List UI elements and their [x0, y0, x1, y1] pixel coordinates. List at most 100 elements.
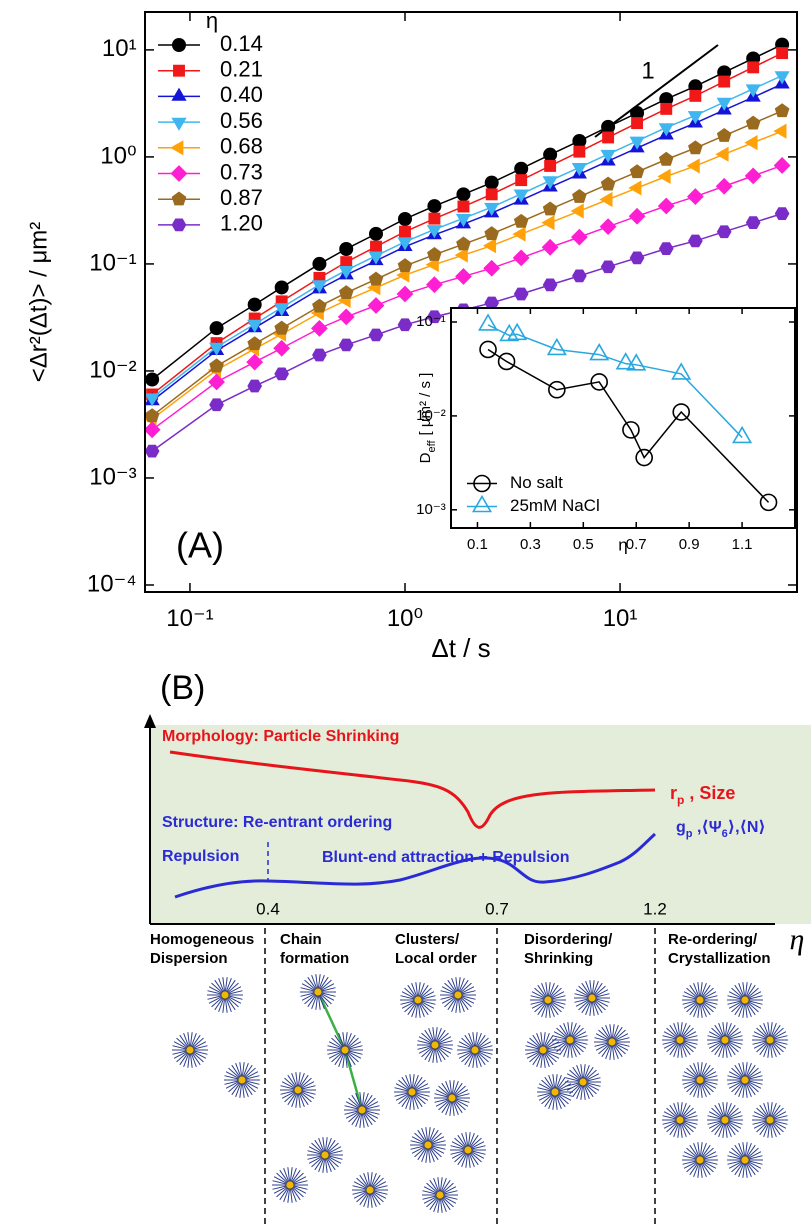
particle-arm — [459, 979, 469, 992]
particle-arm — [287, 1074, 297, 1087]
particle-arm — [537, 1087, 552, 1092]
particle-arm — [176, 1037, 188, 1048]
particle-core — [543, 995, 553, 1005]
particle-arm — [728, 1151, 742, 1159]
particle-arm — [683, 1035, 698, 1040]
particle-arm — [714, 1043, 724, 1056]
x-tick-label: 0.9 — [679, 536, 700, 553]
particle-arm — [697, 1003, 701, 1018]
particle-arm — [693, 982, 700, 997]
label-part: D — [417, 452, 434, 463]
particle-arm — [548, 1003, 555, 1018]
particle-arm — [747, 1002, 759, 1013]
particle-arm — [239, 1062, 243, 1077]
marker — [635, 448, 653, 467]
particle-arm — [530, 995, 545, 1000]
particle-arm — [549, 1003, 559, 1016]
marker — [774, 207, 790, 221]
particle-core — [357, 1105, 367, 1115]
particle-arm — [585, 1084, 597, 1095]
particle-core — [740, 1155, 750, 1165]
particle-arm — [681, 1104, 691, 1117]
particle-arm — [431, 1140, 446, 1145]
particle-arm — [458, 1051, 472, 1059]
particle-arm — [677, 1102, 681, 1117]
particle-arm — [773, 1111, 787, 1119]
particle-arm — [325, 1137, 332, 1152]
particle-arm — [311, 995, 318, 1010]
particle-arm — [703, 1071, 717, 1079]
particle-arm — [545, 1003, 549, 1018]
particle-arm — [451, 1151, 465, 1159]
marker — [686, 158, 700, 174]
particle-arm — [458, 977, 465, 992]
legend-label: 0.73 — [220, 159, 263, 184]
particle-arm — [211, 982, 223, 993]
particle-arm — [553, 1041, 567, 1049]
particle-arm — [689, 1144, 699, 1157]
particle-arm — [345, 1111, 359, 1119]
particle-arm — [414, 1147, 426, 1158]
particle-arm — [756, 1107, 768, 1118]
particle-arm — [327, 1142, 339, 1153]
particle-core — [740, 1075, 750, 1085]
particle-core — [565, 1035, 575, 1045]
marker — [370, 240, 382, 253]
x-tick-label: 10⁰ — [387, 605, 423, 632]
marker — [209, 342, 225, 356]
particle-arm — [772, 1027, 784, 1038]
particle-arm — [581, 982, 591, 995]
particle-arm — [228, 995, 243, 1000]
particle-arm — [190, 1053, 197, 1068]
particle-arm — [546, 1051, 560, 1059]
particle-arm — [541, 1094, 553, 1105]
particle-arm — [727, 1107, 739, 1118]
marker — [171, 117, 187, 131]
eta-tick: 0.4 — [256, 899, 280, 918]
marker — [339, 241, 354, 256]
particle-arm — [594, 1037, 609, 1042]
particle-arm — [746, 1003, 756, 1016]
particle-arm — [753, 1111, 767, 1119]
particle — [327, 1032, 363, 1068]
marker — [143, 421, 161, 439]
marker — [601, 119, 616, 134]
particle-arm — [427, 1127, 431, 1142]
particle — [537, 1074, 573, 1110]
label-part: ⟩,⟨N⟩ — [728, 819, 766, 836]
particle-arm — [189, 1053, 193, 1068]
marker — [340, 256, 353, 269]
particle-arm — [747, 1067, 759, 1078]
particle-arm — [662, 1115, 677, 1120]
particle-arm — [525, 1045, 540, 1050]
particle-arm — [449, 1101, 453, 1116]
particle-arm — [191, 1053, 201, 1066]
particle-arm — [301, 1085, 316, 1090]
particle-arm — [287, 1093, 297, 1106]
particle-arm — [365, 1101, 379, 1109]
particle-core — [293, 1085, 303, 1095]
particle-arm — [321, 987, 336, 992]
marker — [337, 308, 355, 326]
particle-core — [435, 1190, 445, 1200]
particle-arm — [556, 1076, 566, 1089]
particle-arm — [314, 1139, 324, 1152]
particle-arm — [581, 1001, 591, 1014]
eta-tick: 1.2 — [643, 899, 667, 918]
particle-arm — [412, 1074, 419, 1089]
particle-arm — [369, 1193, 373, 1208]
particle-arm — [440, 995, 455, 1000]
particle-arm — [432, 1048, 436, 1063]
particle-arm — [364, 1097, 376, 1108]
particle-arm — [756, 1042, 768, 1053]
marker — [313, 271, 326, 284]
particle-arm — [301, 993, 315, 1001]
particle-core — [720, 1035, 730, 1045]
particle-arm — [725, 1022, 732, 1037]
particle-arm — [345, 1032, 352, 1047]
particle-arm — [770, 1022, 777, 1037]
marker — [630, 106, 645, 121]
marker — [658, 242, 674, 255]
particle-arm — [689, 1083, 699, 1096]
particle-core — [463, 1145, 473, 1155]
